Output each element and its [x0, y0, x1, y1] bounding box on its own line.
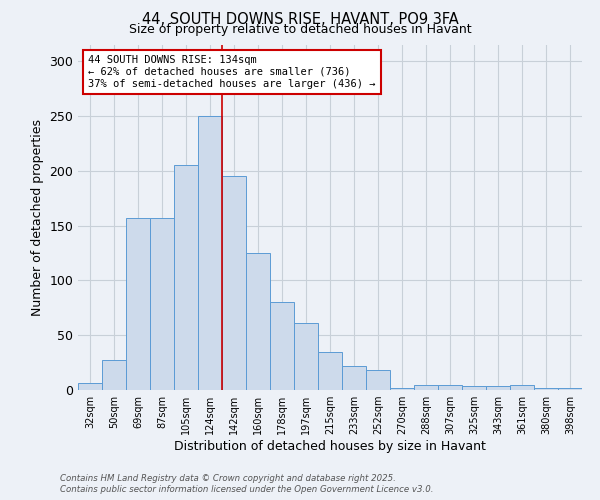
Bar	[174, 166, 198, 390]
Bar	[438, 384, 462, 390]
Bar	[270, 302, 294, 390]
Y-axis label: Number of detached properties: Number of detached properties	[31, 119, 44, 316]
Bar	[414, 384, 438, 390]
Bar	[150, 218, 174, 390]
Bar	[486, 386, 510, 390]
Bar	[222, 176, 246, 390]
Bar	[246, 253, 270, 390]
Bar	[462, 386, 486, 390]
Bar	[366, 370, 390, 390]
Bar	[78, 384, 102, 390]
Text: Contains HM Land Registry data © Crown copyright and database right 2025.
Contai: Contains HM Land Registry data © Crown c…	[60, 474, 433, 494]
Bar	[510, 384, 534, 390]
Bar	[102, 360, 126, 390]
Text: Size of property relative to detached houses in Havant: Size of property relative to detached ho…	[128, 24, 472, 36]
Bar	[534, 388, 558, 390]
Bar	[390, 388, 414, 390]
Bar	[126, 218, 150, 390]
Bar	[342, 366, 366, 390]
Bar	[294, 323, 318, 390]
Text: 44 SOUTH DOWNS RISE: 134sqm
← 62% of detached houses are smaller (736)
37% of se: 44 SOUTH DOWNS RISE: 134sqm ← 62% of det…	[88, 56, 376, 88]
Bar	[558, 388, 582, 390]
Bar	[318, 352, 342, 390]
Text: 44, SOUTH DOWNS RISE, HAVANT, PO9 3FA: 44, SOUTH DOWNS RISE, HAVANT, PO9 3FA	[142, 12, 458, 28]
Bar	[198, 116, 222, 390]
X-axis label: Distribution of detached houses by size in Havant: Distribution of detached houses by size …	[174, 440, 486, 453]
